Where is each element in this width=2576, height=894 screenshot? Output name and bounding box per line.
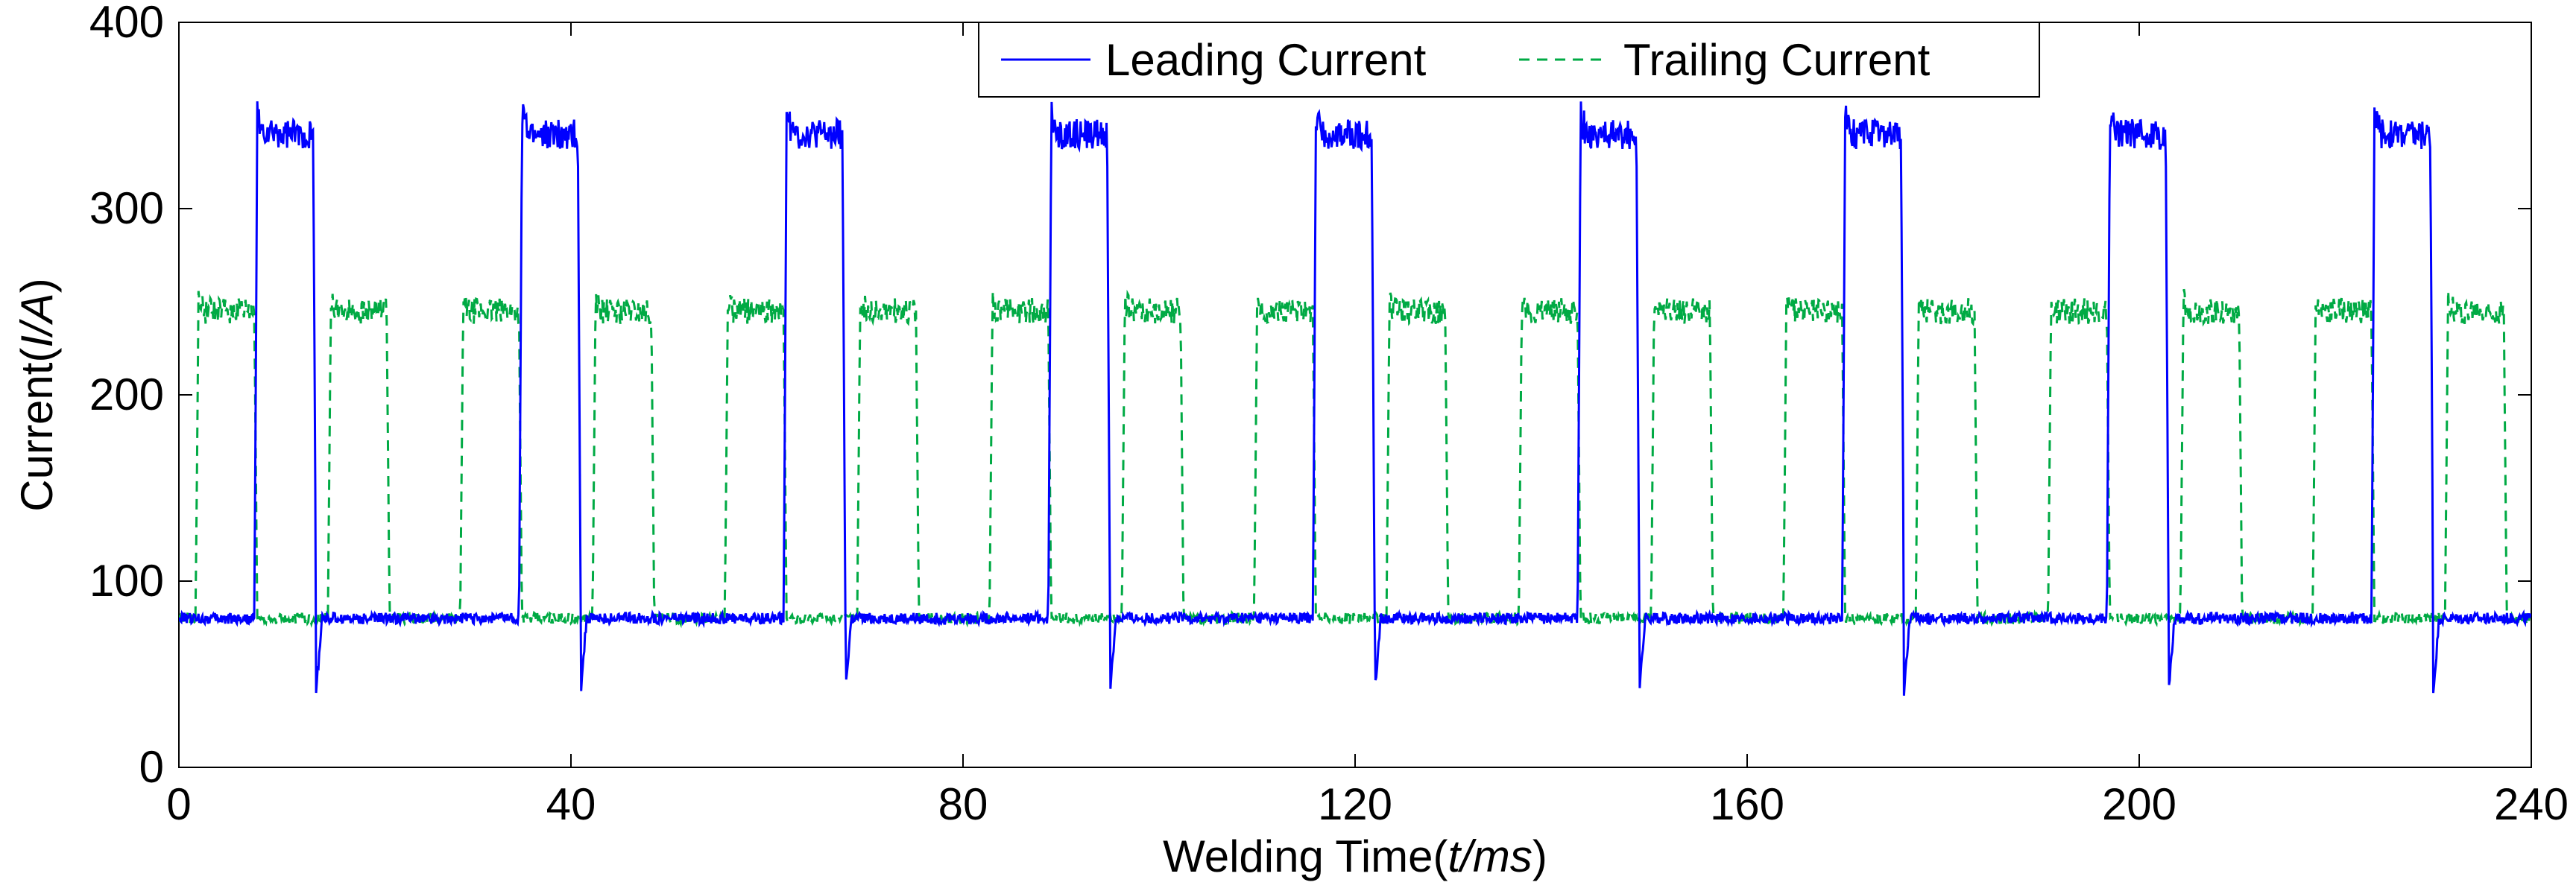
x-tick-label: 80 [938,779,988,829]
x-tick-label: 0 [166,779,191,829]
y-tick-label: 400 [89,0,164,47]
x-tick-label: 40 [546,779,596,829]
x-tick-label: 200 [2102,779,2176,829]
x-axis-label: Welding Time(t/ms) [1163,831,1547,881]
legend-label-trailing: Trailing Current [1623,35,1931,85]
chart-svg: 0 40 80 120 160 200 240 0 100 200 300 400 Welding Ti… [0,0,2576,894]
y-tick-label: 300 [89,183,164,233]
x-tick-label: 120 [1318,779,1392,829]
y-tick-label: 100 [89,556,164,606]
y-tick-label: 0 [139,742,164,792]
legend-label-leading: Leading Current [1105,35,1427,85]
legend: Leading Current Trailing Current [979,22,2039,97]
y-tick-label: 200 [89,370,164,419]
y-axis-label: Current(I/A) [12,278,62,511]
current-waveform-chart: 0 40 80 120 160 200 240 0 100 200 300 400 Welding Ti… [0,0,2576,894]
x-tick-label: 240 [2494,779,2569,829]
x-tick-label: 160 [1710,779,1784,829]
